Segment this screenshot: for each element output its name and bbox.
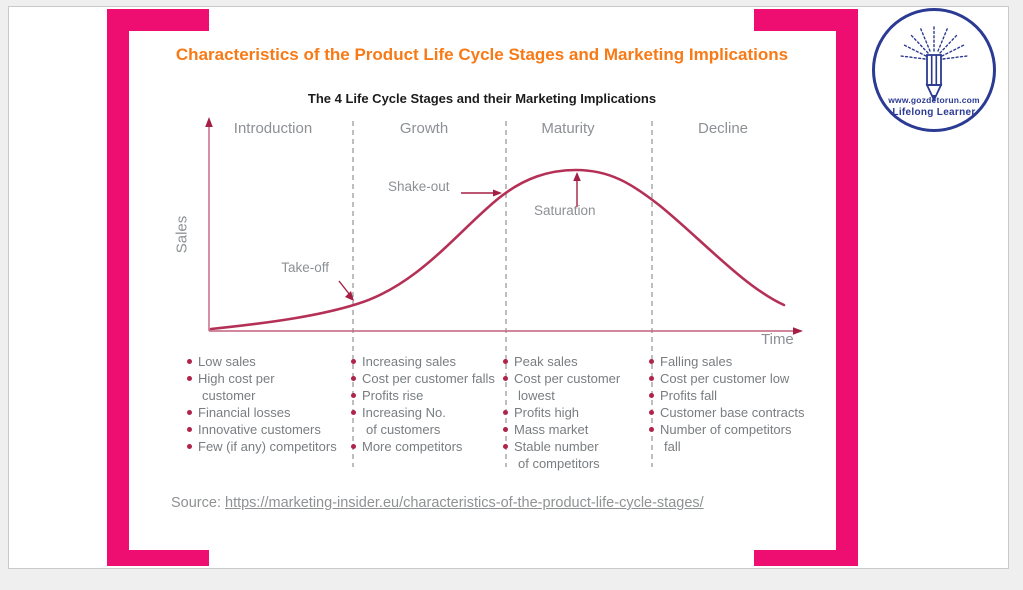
bullet-dot: [187, 410, 192, 415]
bullet-continuation-line: of competitors: [518, 456, 600, 471]
bullet-item: Cost per customer falls: [351, 370, 498, 387]
bullet-dot: [351, 444, 356, 449]
chart-subtitle: The 4 Life Cycle Stages and their Market…: [307, 91, 657, 106]
lifecycle-curve-chart: [205, 117, 803, 467]
logo-url-text: www.gozdetorun.com: [888, 95, 980, 105]
pencil-tree-icon: [900, 24, 968, 103]
bullet-item: More competitors: [351, 438, 498, 455]
frame-left-bottom-arm: [107, 550, 209, 566]
frame-left-bar: [107, 9, 129, 566]
page-title: Characteristics of the Product Life Cycl…: [175, 45, 789, 64]
bullet-item: Low sales: [187, 353, 349, 370]
bullet-column: Falling sales Cost per customer low Profit…: [649, 353, 817, 455]
bullet-continuation-line: fall: [664, 439, 681, 454]
bullet-item: Mass market: [503, 421, 645, 438]
stage-label-maturity: Maturity: [541, 120, 595, 137]
bullet-dot: [187, 359, 192, 364]
bullet-dot: [187, 427, 192, 432]
stage-label-growth: Growth: [399, 120, 449, 137]
frame-left-top-arm: [107, 9, 209, 31]
bullet-dot: [351, 359, 356, 364]
y-axis-label: Sales: [173, 215, 191, 254]
bullet-column: Peak sales Cost per customer lowest Profits…: [503, 353, 645, 472]
bullet-item: Peak sales: [503, 353, 645, 370]
annotation-take-off: Take-off: [281, 260, 329, 275]
slide-card: Characteristics of the Product Life Cycl…: [8, 6, 1009, 569]
bullet-dot: [503, 376, 508, 381]
bullet-dot: [649, 359, 654, 364]
bullet-dot: [351, 410, 356, 415]
bullet-item: Increasing sales: [351, 353, 498, 370]
bullet-column: Increasing sales Cost per customer falls P…: [351, 353, 498, 455]
bullet-dot: [503, 359, 508, 364]
logo-tagline-text: Lifelong Learner: [892, 107, 976, 118]
bullet-item: Profits rise: [351, 387, 498, 404]
source-prefix: Source:: [171, 495, 225, 511]
bullet-dot: [351, 393, 356, 398]
bullet-dot: [649, 376, 654, 381]
bullet-item: Cost per customer: [503, 370, 645, 387]
bullet-item: High cost per: [187, 370, 349, 387]
bullet-dot: [503, 410, 508, 415]
frame-right-bar: [836, 9, 858, 566]
bullet-continuation-line: lowest: [518, 388, 555, 403]
frame-right-bottom-arm: [754, 550, 858, 566]
bullet-continuation-line: of customers: [366, 422, 441, 437]
bullet-dot: [503, 427, 508, 432]
annotation-saturation: Saturation: [534, 203, 596, 218]
take-off-arrow: [338, 280, 351, 296]
bullet-item: Cost per customer low: [649, 370, 817, 387]
x-axis-arrowhead: [793, 327, 803, 335]
take-off-arrowhead: [345, 291, 354, 301]
bullet-item: Customer base contracts: [649, 404, 817, 421]
bullet-dot: [503, 444, 508, 449]
frame-right-top-arm: [754, 9, 858, 31]
bullet-dot: [649, 410, 654, 415]
bullet-item: Profits fall: [649, 387, 817, 404]
bullet-dot: [649, 393, 654, 398]
sales-curve: [209, 168, 786, 331]
bullet-dot: [187, 444, 192, 449]
shake-out-arrowhead: [493, 189, 502, 197]
source-line: Source: https://marketing-insider.eu/cha…: [171, 495, 704, 511]
bullet-item: Falling sales: [649, 353, 817, 370]
bullet-dot: [187, 376, 192, 381]
bullet-column: Low sales High cost per customer Financial …: [187, 353, 349, 455]
y-axis-arrowhead: [205, 117, 213, 127]
bullet-item: Number of competitors: [649, 421, 817, 438]
bullet-item: Few (if any) competitors: [187, 438, 349, 455]
annotation-shake-out: Shake-out: [388, 179, 450, 194]
bullet-item: Financial losses: [187, 404, 349, 421]
source-link[interactable]: https://marketing-insider.eu/characteris…: [225, 495, 704, 511]
bullet-item: Stable number: [503, 438, 645, 455]
stage-label-decline: Decline: [697, 120, 749, 137]
x-axis-label: Time: [761, 331, 794, 348]
bullet-item: Increasing No.: [351, 404, 498, 421]
bullet-dot: [351, 376, 356, 381]
bullet-item: Innovative customers: [187, 421, 349, 438]
brand-logo: www.gozdetorun.com Lifelong Learner: [872, 8, 996, 132]
bullet-continuation-line: customer: [202, 388, 256, 403]
bullet-item: Profits high: [503, 404, 645, 421]
saturation-arrowhead: [573, 172, 581, 181]
stage-label-introduction: Introduction: [233, 120, 313, 137]
bullet-dot: [649, 427, 654, 432]
